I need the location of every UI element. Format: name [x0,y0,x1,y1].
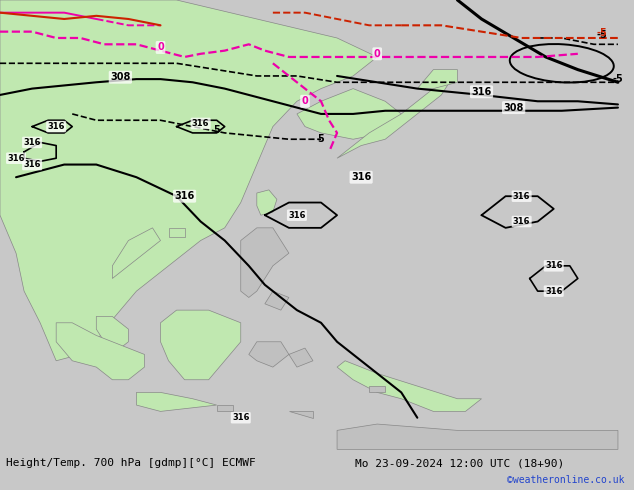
Polygon shape [160,310,241,380]
Text: 316: 316 [23,138,41,147]
Text: ©weatheronline.co.uk: ©weatheronline.co.uk [507,475,624,485]
Polygon shape [249,342,289,367]
Polygon shape [265,291,289,310]
Polygon shape [257,190,277,215]
Polygon shape [0,0,377,361]
Text: Mo 23-09-2024 12:00 UTC (18+90): Mo 23-09-2024 12:00 UTC (18+90) [355,458,564,468]
Polygon shape [337,82,450,158]
Text: 316: 316 [174,191,195,201]
Polygon shape [241,228,289,297]
Text: 316: 316 [351,172,372,182]
Polygon shape [417,70,458,89]
Polygon shape [217,405,233,412]
Text: 316: 316 [472,87,491,97]
Text: -5: -5 [612,74,623,84]
Polygon shape [369,386,385,392]
Text: 316: 316 [513,192,531,201]
Text: 316: 316 [545,287,562,295]
Text: -5: -5 [597,30,607,40]
Text: 308: 308 [503,102,524,113]
Text: 0: 0 [157,43,164,52]
Polygon shape [136,392,217,412]
Polygon shape [297,89,401,139]
Text: 5: 5 [213,125,220,135]
Text: Height/Temp. 700 hPa [gdmp][°C] ECMWF: Height/Temp. 700 hPa [gdmp][°C] ECMWF [6,458,256,468]
Text: 316: 316 [545,261,562,270]
Polygon shape [56,323,145,380]
Text: 0: 0 [302,96,308,106]
Text: 316: 316 [192,119,209,128]
Polygon shape [169,228,184,237]
Text: 316: 316 [23,160,41,169]
Text: 308: 308 [110,72,131,82]
Polygon shape [337,424,618,449]
Polygon shape [289,348,313,367]
Polygon shape [112,228,160,278]
Text: -5: -5 [597,28,607,38]
Polygon shape [96,317,129,348]
Text: 316: 316 [232,413,250,422]
Text: 5: 5 [318,134,325,144]
Text: 0: 0 [374,49,380,59]
Text: 316: 316 [288,211,306,220]
Text: 316: 316 [48,122,65,131]
Text: 316: 316 [513,217,531,226]
Text: 316: 316 [8,154,25,163]
Polygon shape [289,412,313,417]
Polygon shape [337,361,481,412]
